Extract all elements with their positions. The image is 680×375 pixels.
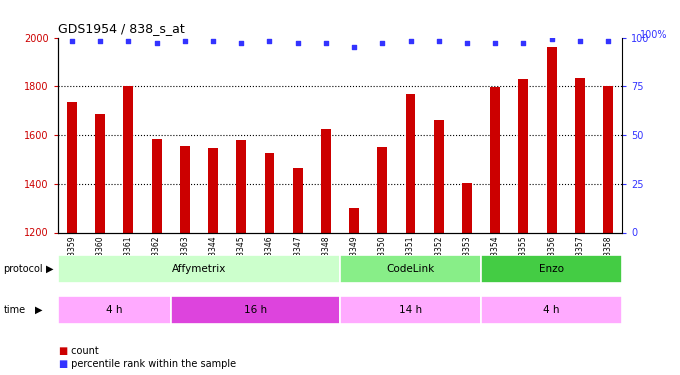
Y-axis label: 100%: 100% — [639, 30, 667, 40]
Text: ▶: ▶ — [46, 264, 54, 274]
Point — [95, 38, 105, 44]
Text: count: count — [68, 346, 99, 355]
Point — [349, 44, 360, 50]
Text: 16 h: 16 h — [243, 305, 267, 315]
Bar — [462, 183, 472, 232]
Point — [575, 38, 585, 44]
Bar — [265, 153, 275, 232]
Bar — [58, 296, 171, 324]
Point — [602, 38, 613, 44]
Bar — [236, 140, 246, 232]
Text: protocol: protocol — [3, 264, 43, 274]
Bar — [67, 102, 77, 232]
Bar — [95, 114, 105, 232]
Bar — [575, 78, 585, 232]
Text: ▶: ▶ — [35, 305, 42, 315]
Text: 4 h: 4 h — [543, 305, 560, 315]
Point — [546, 36, 557, 42]
Bar — [180, 146, 190, 232]
Bar — [518, 79, 528, 232]
Bar — [481, 255, 622, 283]
Bar — [152, 139, 162, 232]
Bar — [349, 208, 359, 232]
Bar — [58, 255, 340, 283]
Point — [292, 40, 303, 46]
Point — [123, 38, 134, 44]
Point — [151, 40, 162, 46]
Text: GDS1954 / 838_s_at: GDS1954 / 838_s_at — [58, 22, 184, 35]
Bar — [321, 129, 331, 232]
Bar — [340, 296, 481, 324]
Text: 4 h: 4 h — [106, 305, 122, 315]
Bar — [434, 120, 444, 232]
Point — [207, 38, 218, 44]
Text: percentile rank within the sample: percentile rank within the sample — [68, 359, 236, 369]
Text: ■: ■ — [58, 346, 67, 355]
Text: CodeLink: CodeLink — [386, 264, 435, 274]
Bar — [208, 148, 218, 232]
Point — [236, 40, 247, 46]
Point — [180, 38, 190, 44]
Point — [405, 38, 416, 44]
Point — [490, 40, 500, 46]
Text: Affymetrix: Affymetrix — [172, 264, 226, 274]
Bar — [292, 168, 303, 232]
Bar — [58, 255, 340, 283]
Point — [320, 40, 331, 46]
Bar — [123, 86, 133, 232]
Bar — [340, 255, 481, 283]
Point — [518, 40, 529, 46]
Point — [377, 40, 388, 46]
Point — [462, 40, 473, 46]
Bar — [490, 87, 500, 232]
Bar — [547, 47, 557, 232]
Text: ■: ■ — [58, 359, 67, 369]
Bar — [603, 86, 613, 232]
Point — [67, 38, 78, 44]
Bar — [340, 255, 481, 283]
Text: 14 h: 14 h — [399, 305, 422, 315]
Bar — [171, 296, 340, 324]
Text: Enzo: Enzo — [539, 264, 564, 274]
Point — [433, 38, 444, 44]
Text: time: time — [3, 305, 26, 315]
Point — [264, 38, 275, 44]
Bar — [481, 296, 622, 324]
Bar — [405, 94, 415, 232]
Bar — [481, 255, 622, 283]
Bar — [377, 147, 388, 232]
